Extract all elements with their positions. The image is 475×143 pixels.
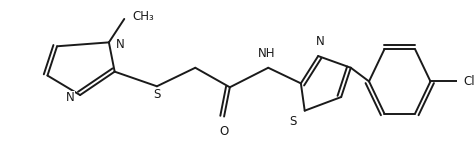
Text: O: O xyxy=(219,125,228,138)
Text: N: N xyxy=(66,92,75,105)
Text: NH: NH xyxy=(257,47,275,60)
Text: Cl: Cl xyxy=(463,75,475,88)
Text: N: N xyxy=(115,38,124,51)
Text: CH₃: CH₃ xyxy=(132,10,154,23)
Text: S: S xyxy=(290,115,297,128)
Text: N: N xyxy=(316,35,324,48)
Text: S: S xyxy=(153,88,161,101)
